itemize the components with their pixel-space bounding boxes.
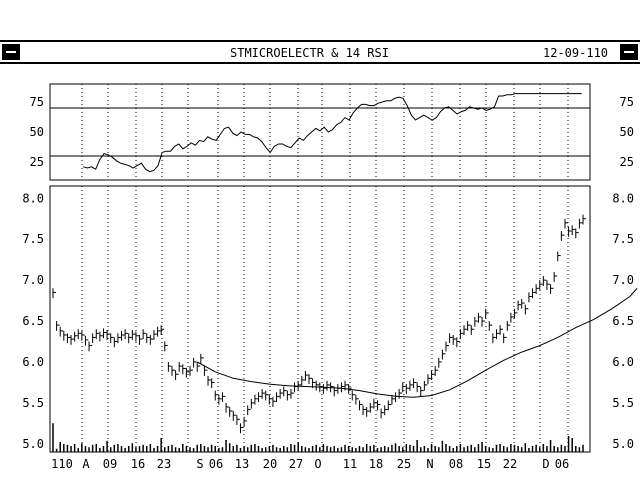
x-tick-label: 18 (369, 457, 383, 471)
x-tick-label: 15 (477, 457, 491, 471)
x-tick-label: 20 (263, 457, 277, 471)
rsi-y-tick-left: 25 (30, 155, 44, 169)
price-y-tick-left: 6.5 (22, 314, 44, 328)
price-y-tick-left: 7.0 (22, 273, 44, 287)
title-bar: STMICROELECTR & 14 RSI 12-09-110 (0, 40, 640, 64)
price-y-tick-right: 7.5 (612, 232, 634, 246)
x-tick-label: 13 (235, 457, 249, 471)
x-tick-label: S (196, 457, 203, 471)
price-y-tick-left: 7.5 (22, 232, 44, 246)
x-tick-label: 09 (103, 457, 117, 471)
rsi-y-tick-left: 75 (30, 95, 44, 109)
x-tick-label: A (82, 457, 90, 471)
price-y-tick-left: 5.0 (22, 437, 44, 451)
chart-date: 12-09-110 (543, 46, 608, 60)
price-panel-frame (50, 186, 590, 452)
rsi-y-tick-left: 50 (30, 125, 44, 139)
price-y-tick-right: 5.5 (612, 396, 634, 410)
price-y-tick-right: 7.0 (612, 273, 634, 287)
price-y-tick-left: 8.0 (22, 191, 44, 205)
price-y-tick-right: 6.0 (612, 355, 634, 369)
rsi-panel-frame (50, 84, 590, 180)
chart-area: 75 75 50 50 25 25 8.0 8.0 7.5 7.5 7.0 7.0 6.5 6.5 6.0 6… (0, 64, 640, 480)
price-y-tick-right: 8.0 (612, 191, 634, 205)
x-tick-label: 25 (397, 457, 411, 471)
x-tick-label: 22 (503, 457, 517, 471)
x-tick-label: O (314, 457, 321, 471)
x-tick-label: 27 (289, 457, 303, 471)
x-tick-label: 16 (131, 457, 145, 471)
price-y-tick-left: 5.5 (22, 396, 44, 410)
x-tick-label: N (426, 457, 433, 471)
rsi-y-tick-right: 50 (620, 125, 634, 139)
price-y-tick-left: 6.0 (22, 355, 44, 369)
x-tick-label: 08 (449, 457, 463, 471)
moving-average-line (197, 288, 637, 397)
x-tick-label: 23 (157, 457, 171, 471)
price-y-tick-right: 5.0 (612, 437, 634, 451)
rsi-line (83, 94, 582, 172)
x-tick-label: 110 (51, 457, 73, 471)
scroll-up-icon[interactable] (620, 44, 638, 60)
chart-window: STMICROELECTR & 14 RSI 12-09-110 75 75 50 5… (0, 40, 640, 480)
x-tick-label: D (542, 457, 549, 471)
x-tick-label: 11 (343, 457, 357, 471)
window-title: STMICROELECTR & 14 RSI (230, 46, 389, 60)
x-tick-label: 06 (555, 457, 569, 471)
price-y-tick-right: 6.5 (612, 314, 634, 328)
rsi-y-tick-right: 75 (620, 95, 634, 109)
system-menu-icon[interactable] (2, 44, 20, 60)
x-tick-label: 06 (209, 457, 223, 471)
rsi-y-tick-right: 25 (620, 155, 634, 169)
